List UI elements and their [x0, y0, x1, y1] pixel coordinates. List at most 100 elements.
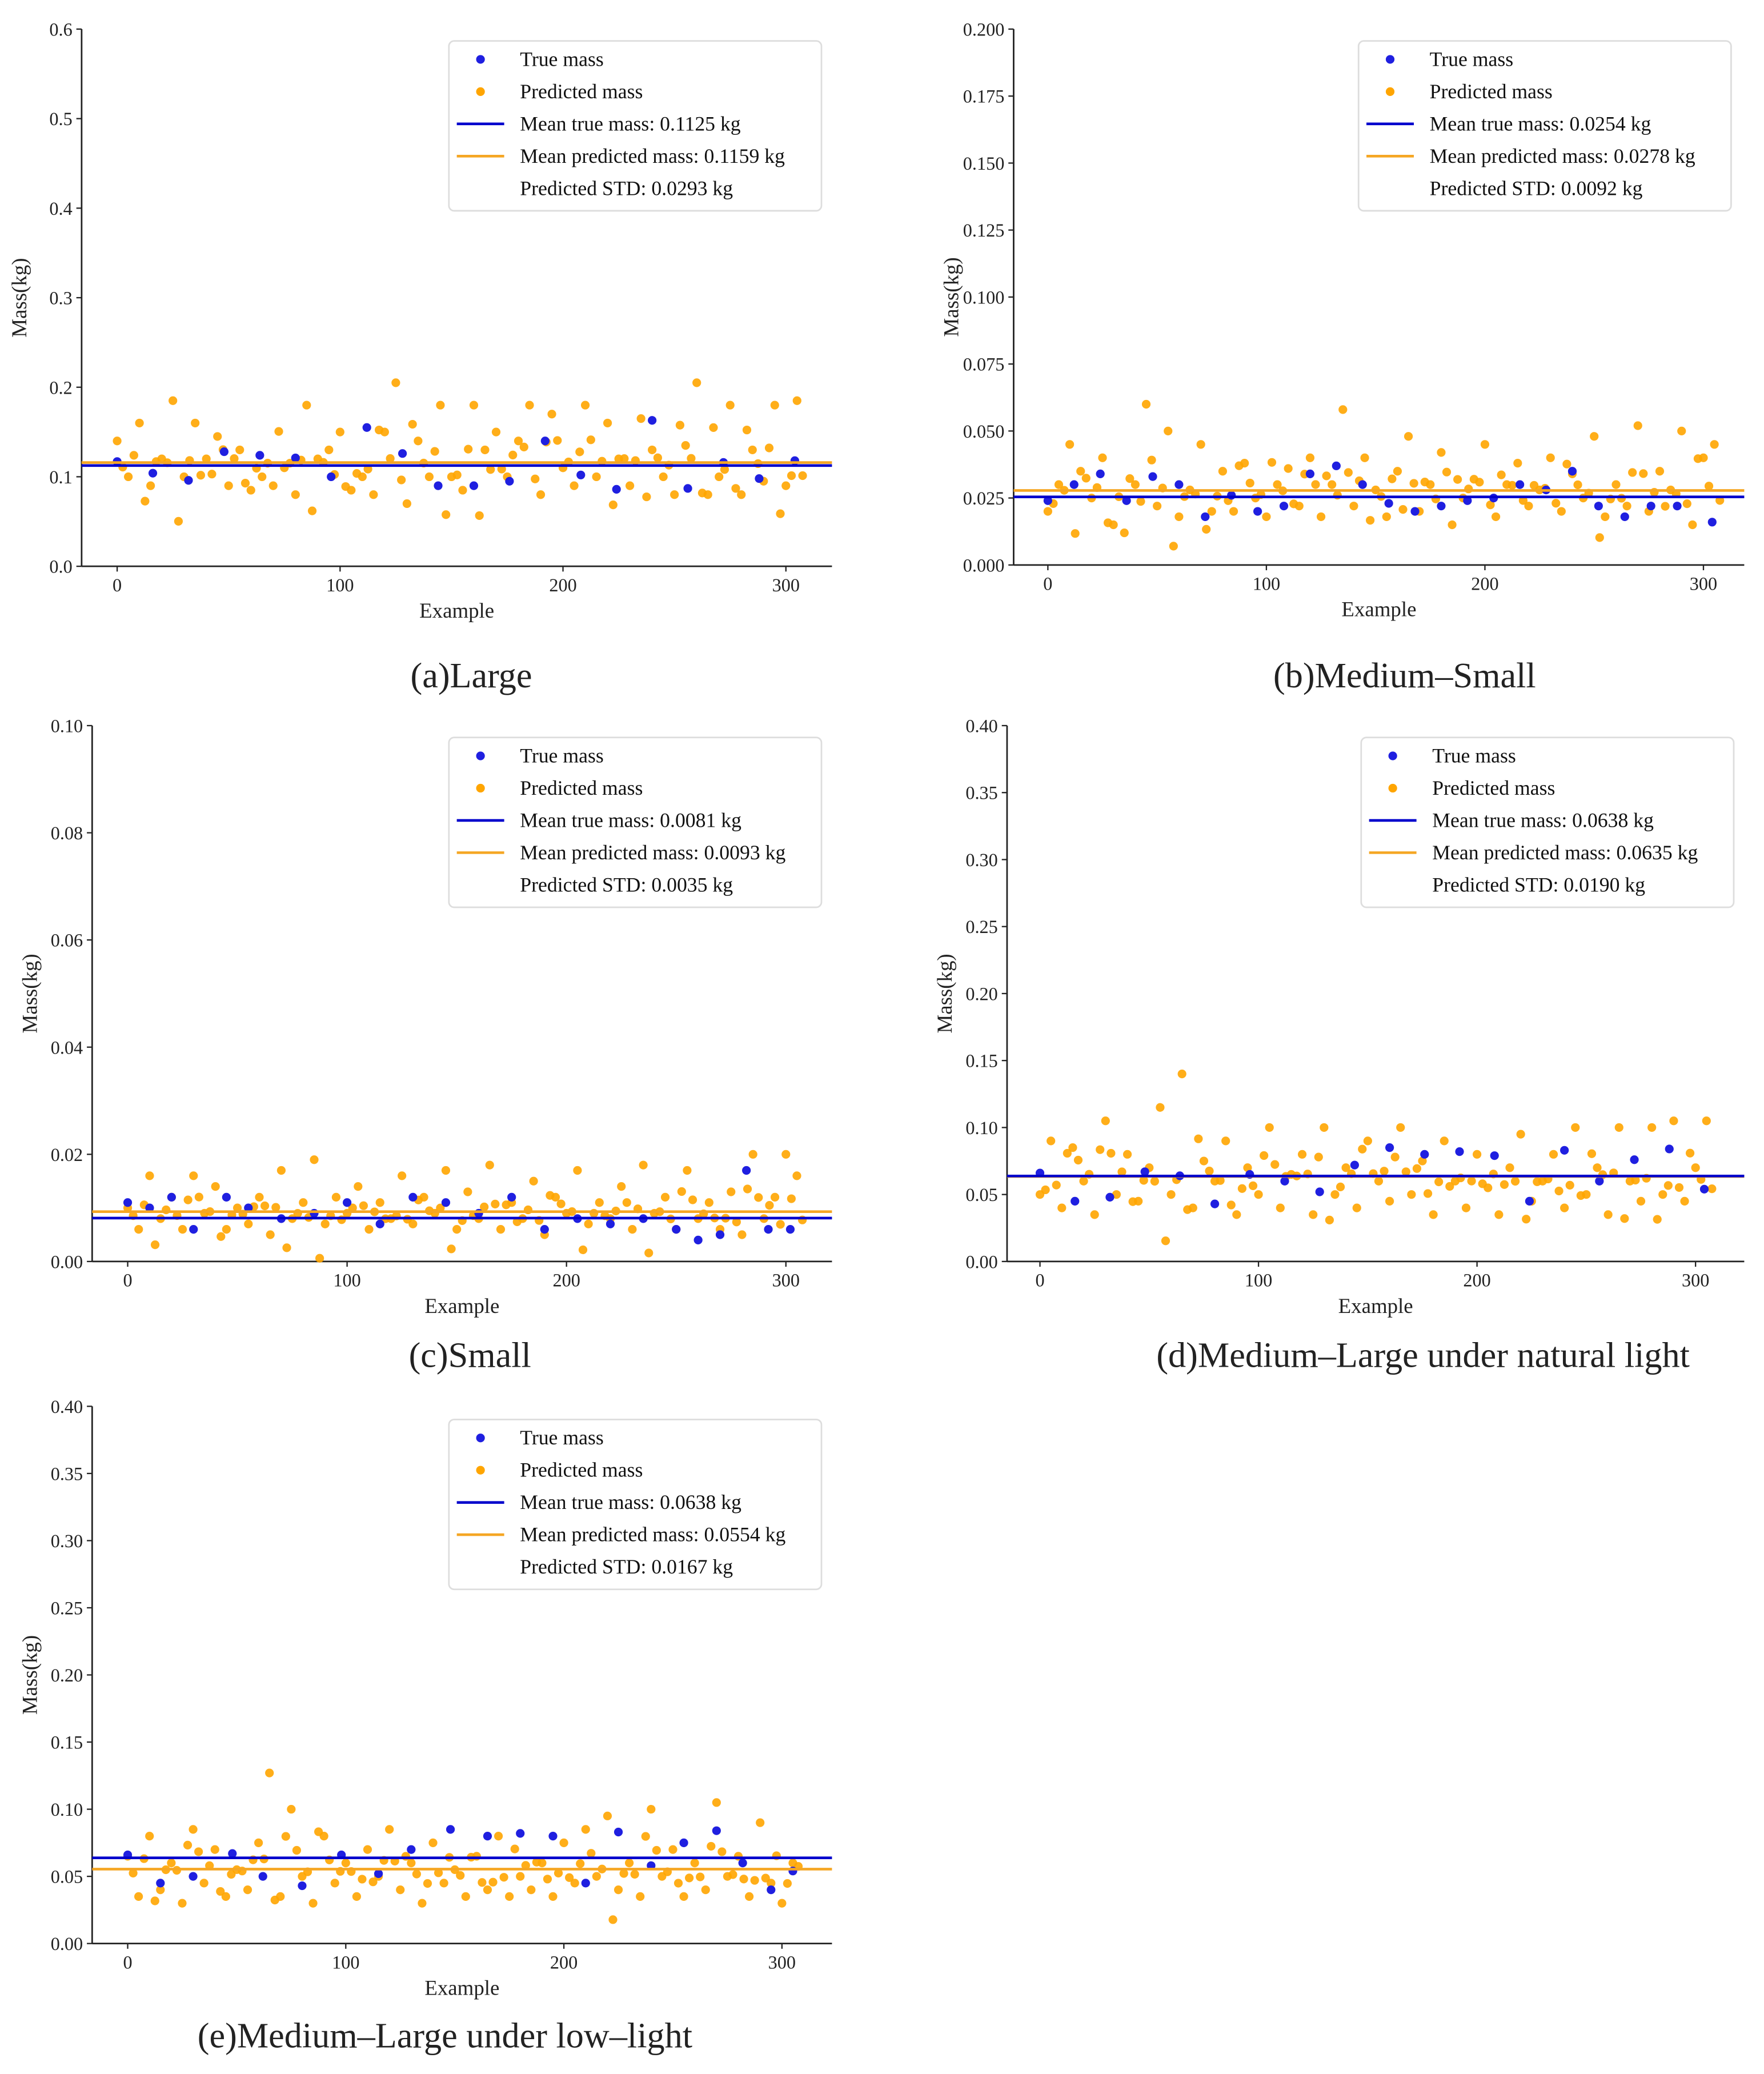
y-tick-label: 0.000: [963, 555, 1005, 575]
predicted-mass-point: [508, 450, 518, 459]
predicted-mass-point: [1715, 496, 1725, 505]
predicted-mass-point: [436, 1203, 445, 1212]
true-mass-point: [1350, 1160, 1360, 1170]
predicted-mass-point: [135, 418, 144, 428]
predicted-mass-point: [439, 1879, 448, 1888]
predicted-mass-point: [1344, 468, 1353, 477]
predicted-mass-point: [739, 1875, 748, 1884]
true-mass-point: [672, 1225, 681, 1234]
predicted-mass-point: [1052, 1180, 1061, 1190]
predicted-mass-point: [1320, 1123, 1329, 1132]
predicted-mass-point: [1090, 1210, 1099, 1219]
predicted-mass-point: [430, 447, 439, 456]
legend-box: [448, 1419, 823, 1591]
predicted-mass-point: [536, 490, 546, 499]
x-tick-label: 200: [1463, 1270, 1490, 1291]
true-mass-point: [228, 1849, 237, 1858]
predicted-mass-point: [783, 1879, 792, 1888]
legend-label-predicted: Predicted mass: [1430, 80, 1553, 103]
predicted-mass-point: [1396, 1123, 1405, 1132]
predicted-mass-point: [586, 435, 595, 445]
predicted-mass-point: [266, 1230, 275, 1239]
true-mass-point: [516, 1829, 525, 1838]
predicted-mass-point: [129, 451, 138, 460]
predicted-mass-point: [750, 1876, 759, 1885]
predicted-mass-point: [687, 454, 696, 463]
predicted-mass-point: [626, 481, 635, 490]
predicted-mass-point: [491, 427, 501, 437]
predicted-mass-point: [1484, 1183, 1493, 1192]
true-mass-point: [1707, 518, 1717, 527]
predicted-mass-point: [1081, 474, 1091, 483]
predicted-mass-point: [1374, 1176, 1384, 1186]
predicted-mass-point: [570, 1879, 579, 1888]
predicted-mass-point: [1341, 1163, 1350, 1172]
legend-label-true: True mass: [1432, 744, 1516, 767]
x-tick-label: 300: [1690, 574, 1717, 594]
predicted-mass-point: [1325, 1215, 1334, 1224]
predicted-mass-point: [668, 1845, 677, 1854]
y-tick-label: 0.10: [51, 1799, 83, 1820]
predicted-mass-point: [1639, 469, 1648, 478]
true-mass-point: [362, 423, 371, 432]
predicted-mass-point: [1461, 1203, 1471, 1212]
y-tick-label: 0.025: [963, 488, 1005, 509]
legend-box: [448, 736, 823, 908]
predicted-mass-point: [776, 509, 785, 518]
predicted-mass-point: [324, 445, 334, 455]
true-mass-point: [1315, 1187, 1324, 1196]
predicted-mass-point: [1352, 1203, 1361, 1212]
legend-label-mean-true: Mean true mass: 0.0081 kg: [520, 808, 741, 831]
predicted-mass-point: [331, 1192, 341, 1202]
true-mass-point: [1071, 1196, 1080, 1206]
true-mass-point: [219, 447, 229, 457]
true-mass-point: [446, 1825, 455, 1834]
predicted-mass-point: [1551, 499, 1561, 508]
predicted-mass-point: [1491, 512, 1501, 522]
predicted-mass-point: [670, 490, 679, 499]
predicted-mass-point: [1161, 1236, 1170, 1246]
x-axis-label: Example: [1341, 598, 1416, 621]
predicted-mass-point: [781, 1150, 791, 1159]
x-tick-label: 200: [549, 575, 576, 595]
predicted-mass-point: [1398, 505, 1408, 514]
predicted-mass-point: [463, 1187, 472, 1196]
predicted-mass-point: [1390, 1152, 1400, 1162]
predicted-mass-point: [636, 1892, 645, 1901]
predicted-mass-point: [1516, 1130, 1525, 1139]
predicted-mass-point: [1130, 480, 1140, 489]
predicted-mass-point: [1663, 1181, 1673, 1190]
predicted-mass-point: [1177, 1070, 1186, 1079]
legend-label-predicted: Predicted mass: [520, 776, 643, 799]
predicted-mass-point: [183, 1840, 193, 1849]
predicted-mass-point: [213, 432, 222, 441]
predicted-mass-point: [1688, 520, 1697, 530]
predicted-mass-point: [559, 1838, 568, 1847]
predicted-mass-point: [364, 1225, 374, 1234]
x-tick-label: 100: [333, 1270, 360, 1291]
true-mass-point: [1332, 461, 1341, 470]
legend-label-std: Predicted STD: 0.0190 kg: [1432, 873, 1645, 896]
legend-predicted-marker-icon: [1385, 87, 1395, 96]
predicted-mass-point: [617, 1182, 626, 1191]
x-tick-label: 0: [123, 1270, 132, 1291]
y-tick-label: 0.1: [49, 467, 72, 487]
predicted-mass-point: [391, 378, 400, 387]
predicted-mass-point: [744, 1892, 754, 1901]
predicted-mass-point: [1636, 1196, 1646, 1206]
true-mass-point: [1279, 502, 1289, 511]
predicted-mass-point: [359, 1201, 368, 1210]
x-tick-label: 0: [1043, 574, 1052, 594]
true-mass-point: [1148, 472, 1157, 481]
true-mass-point: [244, 1203, 253, 1212]
y-tick-label: 0.15: [51, 1732, 83, 1753]
legend-label-predicted: Predicted mass: [520, 1459, 643, 1482]
predicted-mass-point: [592, 1872, 601, 1881]
predicted-mass-point: [1106, 1148, 1116, 1158]
predicted-mass-point: [1265, 1123, 1274, 1132]
predicted-mass-point: [1653, 1215, 1662, 1224]
legend-predicted-marker-icon: [476, 783, 485, 793]
predicted-mass-point: [1226, 1200, 1236, 1210]
x-tick-label: 200: [550, 1952, 578, 1972]
